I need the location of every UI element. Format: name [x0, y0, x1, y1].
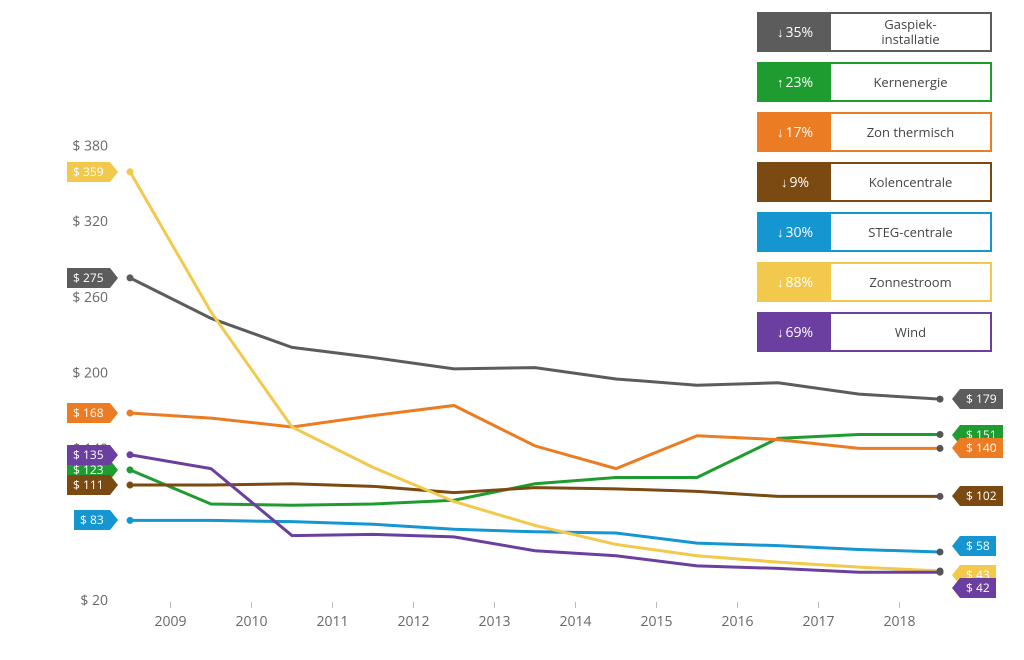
start-value-tag-zontherm: $ 168: [67, 403, 110, 423]
series-line-kolen: [130, 484, 940, 497]
y-axis-tick-label: $ 320: [72, 212, 108, 231]
y-axis-tick-label: $ 260: [72, 288, 108, 307]
legend-pct-value: 17%: [785, 123, 813, 142]
series-end-dot-wind: [937, 569, 944, 576]
legend-pct-value: 88%: [785, 273, 813, 292]
arrow-up-icon: ↑: [777, 76, 784, 89]
start-value-tag-kolen: $ 111: [67, 475, 110, 495]
x-axis-tick-label: 2018: [883, 612, 915, 631]
y-axis-tick-label: $ 200: [72, 364, 108, 383]
x-axis-tick-label: 2017: [802, 612, 834, 631]
series-end-dot-gaspiek: [937, 396, 944, 403]
legend-item-zontherm[interactable]: ↓17%Zon thermisch: [757, 112, 992, 152]
x-axis-tick-label: 2014: [559, 612, 591, 631]
x-axis-tick-label: 2016: [721, 612, 753, 631]
series-start-dot-kern: [127, 466, 134, 473]
legend-pct-value: 23%: [785, 73, 813, 92]
x-axis-tick-label: 2012: [397, 612, 429, 631]
end-value-tag-zontherm: $ 140: [960, 438, 1003, 458]
series-line-wind: [130, 455, 940, 572]
legend-item-steg[interactable]: ↓30%STEG-centrale: [757, 212, 992, 252]
legend-pct-value: 9%: [789, 173, 809, 192]
legend: ↓35%Gaspiek-installatie↑23%Kernenergie↓1…: [757, 12, 992, 352]
start-value-tag-steg: $ 83: [74, 510, 110, 530]
series-end-dot-steg: [937, 549, 944, 556]
series-end-dot-kern: [937, 431, 944, 438]
arrow-down-icon: ↓: [777, 326, 784, 339]
arrow-down-icon: ↓: [777, 276, 784, 289]
legend-label: Gaspiek-installatie: [831, 14, 990, 50]
legend-pct-badge: ↓30%: [759, 214, 831, 250]
start-value-tag-zonnestroom: $ 359: [67, 162, 110, 182]
legend-pct-value: 30%: [785, 223, 813, 242]
legend-label: Wind: [831, 314, 990, 350]
legend-item-gaspiek[interactable]: ↓35%Gaspiek-installatie: [757, 12, 992, 52]
series-start-dot-wind: [127, 451, 134, 458]
arrow-down-icon: ↓: [777, 226, 784, 239]
legend-pct-badge: ↓69%: [759, 314, 831, 350]
series-start-dot-zontherm: [127, 410, 134, 417]
legend-item-kern[interactable]: ↑23%Kernenergie: [757, 62, 992, 102]
legend-pct-badge: ↓35%: [759, 14, 831, 50]
y-axis-tick-label: $ 20: [80, 591, 108, 610]
legend-pct-badge: ↓9%: [759, 164, 831, 200]
start-value-tag-gaspiek: $ 275: [67, 268, 110, 288]
y-axis-tick-label: $ 380: [72, 136, 108, 155]
arrow-down-icon: ↓: [781, 176, 788, 189]
x-axis-tick-label: 2010: [235, 612, 267, 631]
legend-pct-badge: ↓17%: [759, 114, 831, 150]
legend-label: Zon thermisch: [831, 114, 990, 150]
start-value-tag-wind: $ 135: [67, 445, 110, 465]
legend-pct-value: 69%: [785, 323, 813, 342]
x-axis-tick-label: 2011: [316, 612, 348, 631]
energy-cost-line-chart: $ 20$ 80$ 140$ 200$ 260$ 320$ 3802009201…: [0, 0, 1024, 660]
legend-pct-badge: ↓88%: [759, 264, 831, 300]
end-value-tag-kolen: $ 102: [960, 486, 1003, 506]
legend-item-wind[interactable]: ↓69%Wind: [757, 312, 992, 352]
x-axis-tick-label: 2013: [478, 612, 510, 631]
series-end-dot-zontherm: [937, 445, 944, 452]
series-start-dot-gaspiek: [127, 274, 134, 281]
legend-pct-value: 35%: [785, 23, 813, 42]
legend-label: STEG-centrale: [831, 214, 990, 250]
legend-label: Kolencentrale: [831, 164, 990, 200]
end-value-tag-steg: $ 58: [960, 536, 996, 556]
legend-item-zonnestroom[interactable]: ↓88%Zonnestroom: [757, 262, 992, 302]
series-start-dot-kolen: [127, 482, 134, 489]
end-value-tag-wind: $ 42: [960, 578, 996, 598]
legend-item-kolen[interactable]: ↓9%Kolencentrale: [757, 162, 992, 202]
arrow-down-icon: ↓: [777, 26, 784, 39]
end-value-tag-gaspiek: $ 179: [960, 389, 1003, 409]
x-axis-tick-label: 2015: [640, 612, 672, 631]
arrow-down-icon: ↓: [777, 126, 784, 139]
series-end-dot-kolen: [937, 493, 944, 500]
series-start-dot-steg: [127, 517, 134, 524]
series-start-dot-zonnestroom: [127, 168, 134, 175]
x-axis-tick-label: 2009: [154, 612, 186, 631]
legend-label: Kernenergie: [831, 64, 990, 100]
legend-pct-badge: ↑23%: [759, 64, 831, 100]
legend-label: Zonnestroom: [831, 264, 990, 300]
